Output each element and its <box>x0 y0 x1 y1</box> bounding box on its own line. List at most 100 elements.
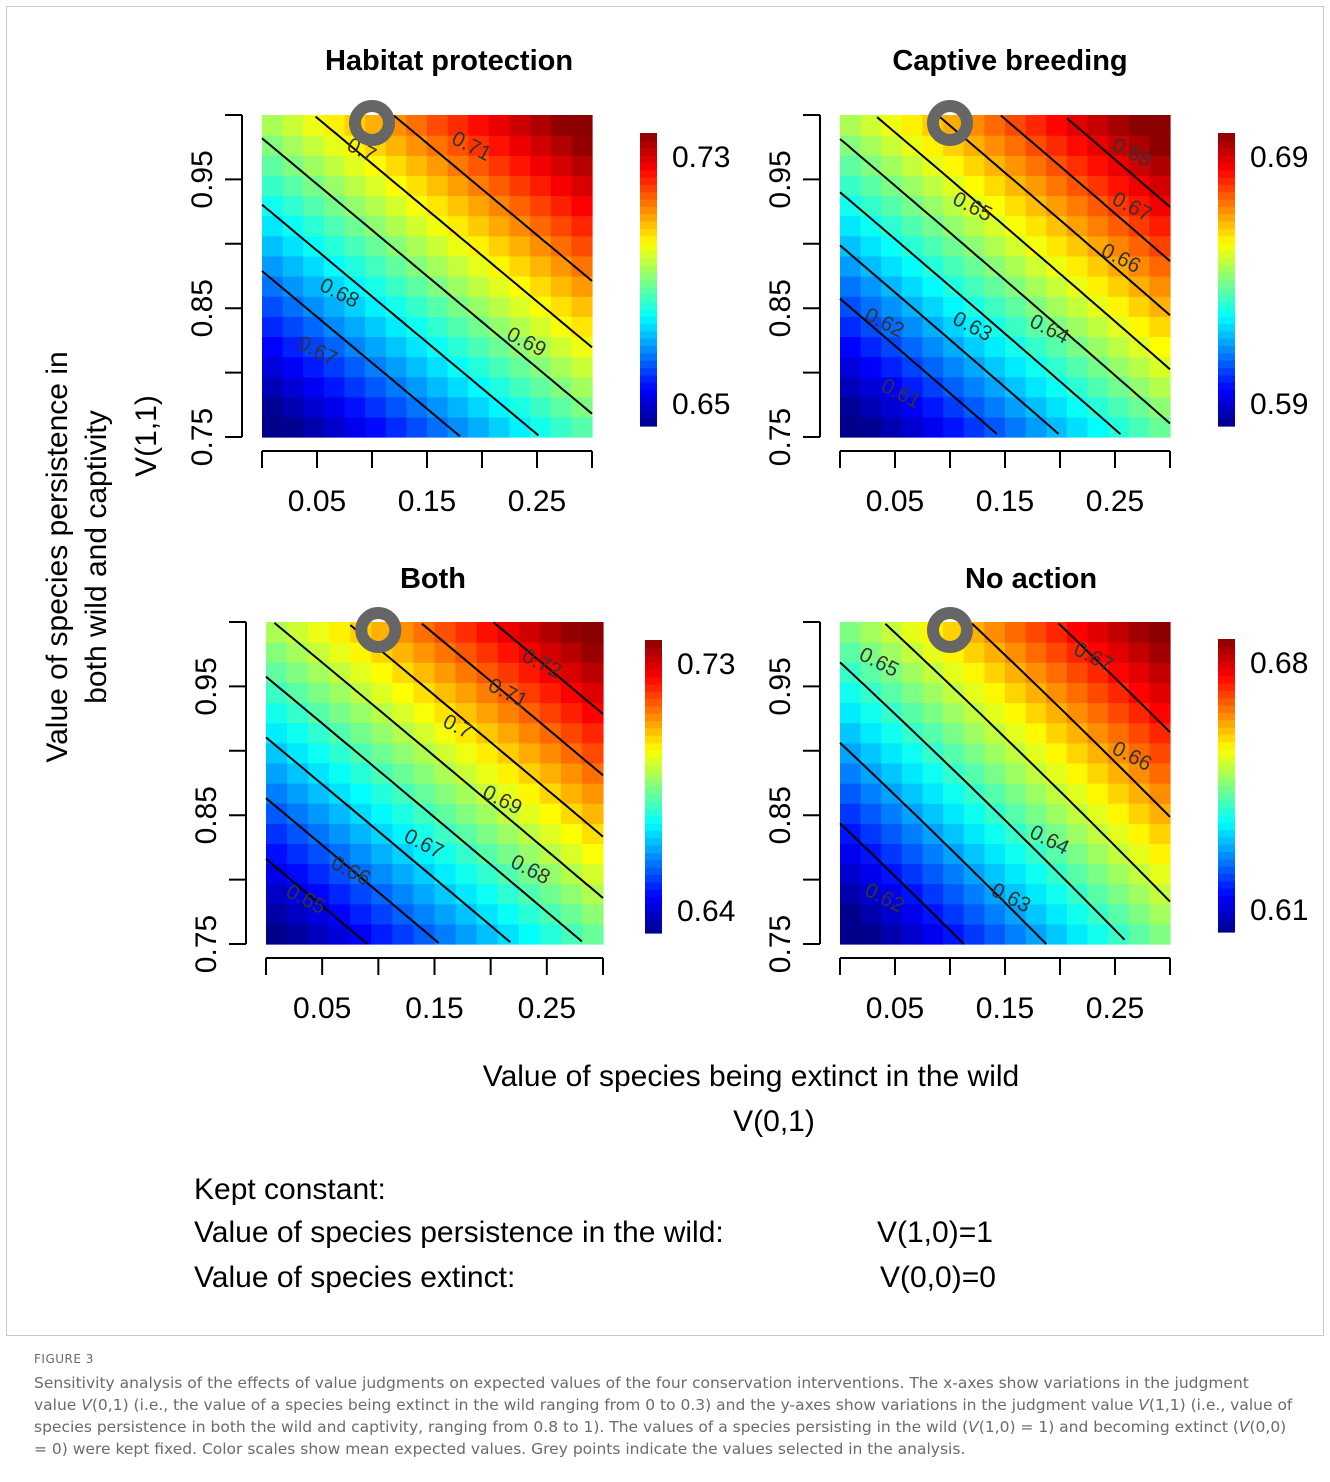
heatmap-cell <box>550 336 572 358</box>
colorbar-segment <box>645 654 662 663</box>
heatmap-cell <box>550 296 572 317</box>
colorbar-segment <box>1218 279 1235 288</box>
heatmap-cell <box>282 316 304 337</box>
heatmap-cell <box>571 215 593 237</box>
heatmap-cell <box>1046 115 1068 136</box>
colorbar-segment <box>645 837 662 846</box>
heatmap-cell <box>881 823 903 844</box>
contour-line <box>839 822 965 945</box>
heatmap-cell <box>922 416 944 438</box>
colorbar-segment <box>1218 352 1235 361</box>
heatmap-cell <box>881 642 903 663</box>
heatmap-cell <box>840 903 862 925</box>
heatmap-cell <box>329 803 351 824</box>
heatmap-cell <box>344 235 366 257</box>
heatmap-cell <box>840 642 862 663</box>
heatmap-cell <box>1005 215 1027 237</box>
heatmap-cell <box>262 115 284 136</box>
heatmap-cell <box>1046 622 1068 643</box>
heatmap-cell <box>1087 702 1109 724</box>
heatmap-cell <box>350 662 372 683</box>
heatmap-cell <box>1128 255 1150 277</box>
heatmap-cell <box>287 843 309 865</box>
heatmap-cell <box>329 883 351 905</box>
colorbar-segment <box>645 742 662 751</box>
heatmap-cell <box>1149 416 1171 438</box>
heatmap-cell <box>266 823 288 844</box>
heatmap-cell <box>1087 115 1109 136</box>
heatmap-cell <box>447 215 469 237</box>
heatmap-cell <box>1128 336 1150 358</box>
heatmap-cell <box>476 923 499 945</box>
heatmap-cell <box>943 883 965 905</box>
heatmap-cell <box>262 215 284 237</box>
heatmap-cell <box>581 622 604 643</box>
heatmap-cell <box>262 296 284 317</box>
heatmap-cell <box>943 762 965 784</box>
heatmap-cell <box>282 255 304 277</box>
heatmap-cell <box>365 296 387 317</box>
heatmap-cell <box>434 622 457 643</box>
heatmap-cell <box>1005 783 1027 804</box>
colorbar-min-label: 0.59 <box>1250 388 1308 421</box>
heatmap-cell <box>287 883 309 905</box>
contour-line <box>393 114 593 282</box>
heatmap-cell <box>1066 296 1089 317</box>
heatmap-cell <box>1149 175 1171 197</box>
heatmap-cell <box>308 803 330 824</box>
colorbar-segment <box>1218 301 1235 310</box>
heatmap-cell <box>1025 255 1047 277</box>
x-tick-label: 0.25 <box>1086 992 1144 1025</box>
heatmap-cell <box>860 883 882 905</box>
heatmap-cell <box>1066 803 1089 824</box>
heatmap-cell <box>266 662 288 683</box>
heatmap-cell <box>455 783 478 804</box>
colorbar-segment <box>645 683 662 692</box>
heatmap-cell <box>1066 276 1089 297</box>
heatmap-cell <box>392 762 415 784</box>
heatmap-cell <box>1128 762 1150 784</box>
heatmap-cell <box>901 803 924 824</box>
heatmap-cell <box>303 115 325 136</box>
heatmap-cell <box>329 762 351 784</box>
heatmap-cell <box>323 115 346 136</box>
heatmap-cell <box>371 722 393 744</box>
heatmap-cell <box>1046 296 1068 317</box>
heatmap-cell <box>413 742 436 764</box>
heatmap-cell <box>1149 682 1171 704</box>
heatmap-cell <box>581 823 604 844</box>
heatmap-cell <box>287 803 309 824</box>
heatmap-cell <box>385 296 407 317</box>
heatmap-cell <box>371 923 393 945</box>
heatmap-cell <box>984 255 1006 277</box>
heatmap-cell <box>860 255 882 277</box>
heatmap-cell <box>881 662 903 683</box>
heatmap-cell <box>385 376 407 398</box>
heatmap-cell <box>468 396 490 418</box>
heatmap-cell <box>262 195 284 217</box>
heatmap-cell <box>434 722 457 744</box>
heatmap-cell <box>1108 622 1130 643</box>
heatmap-cell <box>1128 903 1150 925</box>
heatmap-cell <box>385 356 407 378</box>
heatmap-cell <box>1149 662 1171 683</box>
heatmap-cell <box>581 863 604 885</box>
colorbar-segment <box>1218 785 1235 794</box>
colorbar-segment <box>640 389 657 398</box>
heatmap-cell <box>1066 823 1089 844</box>
heatmap-cell <box>922 336 944 358</box>
heatmap-cell <box>413 923 436 945</box>
heatmap-cell <box>1128 135 1150 156</box>
heatmap-cell <box>984 863 1006 885</box>
heatmap-cell <box>922 783 944 804</box>
colorbar-segment <box>640 228 657 237</box>
colorbar-segment <box>645 925 662 934</box>
heatmap-cell <box>984 235 1006 257</box>
colorbar-segment <box>640 140 657 149</box>
heatmap-cell <box>1087 235 1109 257</box>
heatmap-cell <box>984 682 1006 704</box>
heatmap-cell <box>427 316 449 337</box>
heatmap-cell <box>287 702 309 724</box>
heatmap-cell <box>963 255 985 277</box>
colorbar-segment <box>1218 257 1235 266</box>
